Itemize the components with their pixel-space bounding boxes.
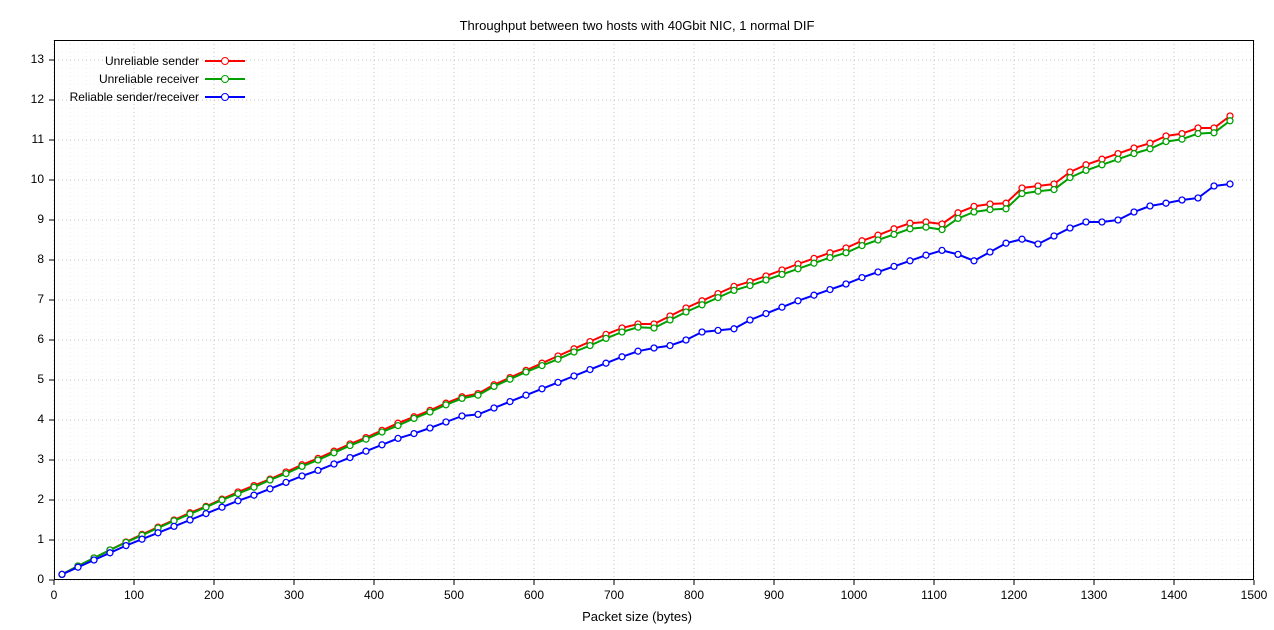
legend-entry: Unreliable sender: [70, 52, 245, 70]
legend-entry: Reliable sender/receiver: [70, 88, 245, 106]
y-tick-label: 9: [4, 212, 44, 226]
legend-sample: [205, 73, 245, 85]
y-tick-label: 10: [4, 172, 44, 186]
x-tick-label: 1400: [1149, 588, 1199, 602]
legend: Unreliable sender Unreliable receiver Reli…: [70, 52, 245, 106]
y-tick-label: 6: [4, 332, 44, 346]
legend-label: Unreliable sender: [105, 54, 199, 68]
plot-area: 0123456789101112130100200300400500600700…: [54, 40, 1254, 580]
legend-entry: Unreliable receiver: [70, 70, 245, 88]
legend-sample: [205, 55, 245, 67]
x-tick-label: 200: [189, 588, 239, 602]
y-tick-label: 8: [4, 252, 44, 266]
y-tick-label: 7: [4, 292, 44, 306]
x-tick-label: 900: [749, 588, 799, 602]
y-tick-label: 13: [4, 52, 44, 66]
legend-label: Unreliable receiver: [99, 72, 199, 86]
x-tick-label: 600: [509, 588, 559, 602]
y-tick-label: 4: [4, 412, 44, 426]
x-tick-label: 1500: [1229, 588, 1274, 602]
legend-label: Reliable sender/receiver: [70, 90, 199, 104]
y-tick-label: 5: [4, 372, 44, 386]
y-tick-label: 0: [4, 572, 44, 586]
x-tick-label: 800: [669, 588, 719, 602]
y-tick-label: 12: [4, 92, 44, 106]
y-tick-label: 11: [4, 132, 44, 146]
x-tick-label: 700: [589, 588, 639, 602]
throughput-chart: Throughput between two hosts with 40Gbit…: [0, 0, 1274, 630]
y-tick-label: 3: [4, 452, 44, 466]
plot-svg: [54, 40, 1254, 580]
chart-title: Throughput between two hosts with 40Gbit…: [0, 18, 1274, 33]
x-tick-label: 500: [429, 588, 479, 602]
x-tick-label: 1200: [989, 588, 1039, 602]
x-tick-label: 1100: [909, 588, 959, 602]
x-axis-label: Packet size (bytes): [0, 609, 1274, 624]
x-tick-label: 0: [29, 588, 79, 602]
x-tick-label: 1300: [1069, 588, 1119, 602]
legend-sample: [205, 91, 245, 103]
x-tick-label: 100: [109, 588, 159, 602]
x-tick-label: 400: [349, 588, 399, 602]
y-tick-label: 2: [4, 492, 44, 506]
x-tick-label: 1000: [829, 588, 879, 602]
y-tick-label: 1: [4, 532, 44, 546]
x-tick-label: 300: [269, 588, 319, 602]
